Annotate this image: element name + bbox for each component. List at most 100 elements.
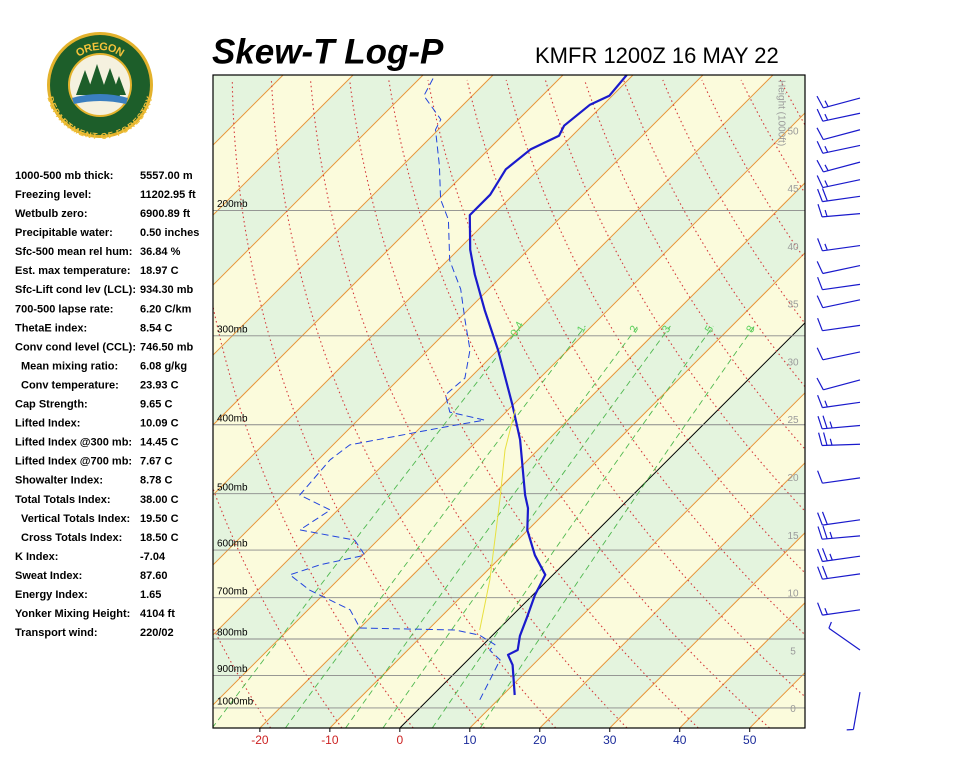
dry-adiabat [231,79,485,728]
stat-value: 934.30 mb [140,284,193,296]
stat-value: 18.97 C [140,265,179,277]
isotherm-band [0,75,3,728]
height-tick-label: 5 [790,646,796,657]
height-tick-label: 0 [790,704,796,715]
stat-label: Cap Strength: [15,399,88,411]
stat-value: 38.00 C [140,494,179,506]
mixing-ratio-label: 8 [744,324,757,335]
stat-label: Precipitable water: [15,227,113,239]
pressure-label: 700mb [217,586,248,597]
isotherm [213,75,564,426]
stat-label: Lifted Index: [15,418,80,430]
height-tick-label: 30 [787,357,799,368]
height-tick-label: 15 [787,531,799,542]
stat-value: -7.04 [140,551,166,563]
stat-value: 14.45 C [140,437,179,449]
wind-barb [817,238,861,252]
isotherm [259,182,805,728]
stat-value: 0.50 inches [140,227,199,239]
dry-adiabat [270,79,557,728]
stat-label: Cross Totals Index: [21,532,122,544]
mixing-ratio-line [213,325,522,728]
stat-label: Freezing level: [15,189,91,201]
logo-top-text: OREGON [74,41,126,60]
logo-trees [76,64,126,97]
isotherm [213,75,634,496]
stat-label: Showalter Index: [15,475,103,487]
stat-label: Sweat Index: [15,570,82,582]
stat-label: Transport wind: [15,627,98,639]
pressure-label: 300mb [217,324,248,335]
wind-barb [816,127,861,141]
x-tick-label: 30 [603,733,617,747]
wind-barb [816,175,861,189]
plot-area [0,75,960,728]
wind-barb [816,95,861,109]
dry-adiabat [213,303,414,728]
logo-water [72,94,128,104]
x-tick-label: -10 [321,733,339,747]
stat-value: 5557.00 m [140,170,193,182]
isotherm [539,462,805,728]
wind-barb [816,261,861,275]
wind-barb [816,140,861,154]
height-tick-label: 35 [787,300,799,311]
temperature-line [468,75,628,696]
dry-adiabat [898,80,960,728]
mixing-ratio-label: 5 [703,324,716,335]
wind-barb [817,525,861,540]
stat-value: 4104 ft [140,608,175,620]
isotherm [213,75,424,286]
stat-label: 1000-500 mb thick: [15,170,113,182]
isotherm [0,75,3,728]
height-tick-label: 40 [787,242,799,253]
stat-value: 7.67 C [140,456,172,468]
stat-label: Vertical Totals Index: [21,513,130,525]
stat-value: 19.50 C [140,513,179,525]
stat-value: 10.09 C [140,418,179,430]
stat-value: 8.78 C [140,475,172,487]
stat-label: Est. max temperature: [15,265,131,277]
stat-value: 6900.89 ft [140,208,190,220]
wind-barb [816,159,861,173]
stat-label: Conv temperature: [21,379,119,391]
wind-barb [818,432,861,447]
wind-barb [817,511,861,526]
isotherm [213,75,704,566]
wind-barb [817,188,861,203]
pressure-label: 600mb [217,539,248,550]
height-tick-label: 10 [787,589,799,600]
isotherm [609,532,805,728]
wind-barb [816,295,861,309]
stat-value: 6.20 C/km [140,303,192,315]
mixing-ratio-label: 3 [660,324,673,335]
stat-value: 746.50 mb [140,341,193,353]
stat-label: Lifted Index @700 mb: [15,456,132,468]
isotherm [213,112,805,706]
isotherm [890,75,960,728]
mixing-ratio-label: 2 [628,324,641,335]
stat-value: 87.60 [140,570,168,582]
isotherm [213,75,494,356]
isotherm [679,602,805,728]
wind-barb [817,470,861,484]
wind-barb [817,204,861,218]
dry-adiabat [779,79,805,126]
isotherm [469,392,805,728]
wind-barb [817,548,861,563]
wind-barb [817,317,861,332]
dry-adiabat [466,79,805,636]
x-tick-label: 10 [463,733,477,747]
mixing-ratio-line [479,325,755,728]
stat-label: Conv cond level (CCL): [15,341,136,353]
height-axis-label: Height (1000ft) [775,80,786,146]
stat-label: Lifted Index @300 mb: [15,437,132,449]
pressure-label: 1000mb [217,697,254,708]
x-tick-label: -20 [251,733,269,747]
stat-label: ThetaE index: [15,322,87,334]
dry-adiabat [937,80,960,728]
pressure-label: 800mb [217,628,248,639]
stat-label: Sfc-500 mean rel hum: [15,246,132,258]
stat-label: K Index: [15,551,58,563]
